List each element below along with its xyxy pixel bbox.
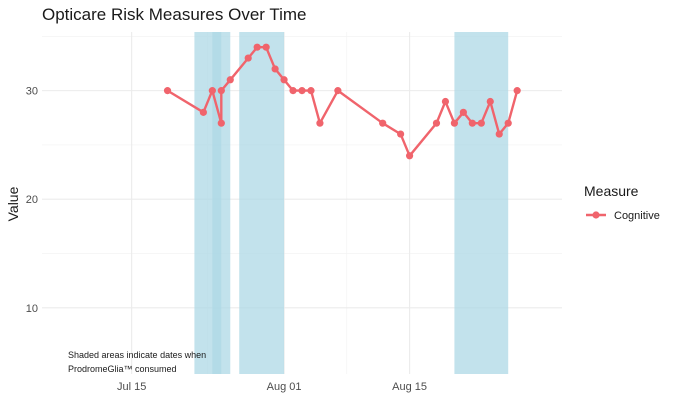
data-point xyxy=(307,87,315,95)
shaded-period xyxy=(212,32,231,374)
data-point xyxy=(504,119,512,127)
y-axis: 10 20 30 xyxy=(26,86,38,315)
data-point xyxy=(298,87,306,95)
chart-title: Opticare Risk Measures Over Time xyxy=(42,5,307,24)
data-point xyxy=(271,65,279,73)
data-point xyxy=(217,87,225,95)
annotation: Shaded areas indicate dates when Prodrom… xyxy=(68,350,206,374)
y-axis-title: Value xyxy=(5,186,21,221)
data-point xyxy=(163,87,172,95)
data-point xyxy=(226,76,234,84)
data-point xyxy=(459,108,467,116)
data-point xyxy=(513,87,521,95)
data-point xyxy=(280,76,288,84)
x-axis: Jul 15 Aug 01 Aug 15 xyxy=(117,381,427,393)
data-point xyxy=(244,54,252,62)
data-point xyxy=(334,87,342,95)
data-point xyxy=(397,130,405,138)
data-point xyxy=(199,108,207,116)
annotation-line-2: ProdromeGlia™ consumed xyxy=(68,364,177,374)
data-point xyxy=(253,43,261,51)
data-point xyxy=(405,152,414,160)
data-point xyxy=(468,119,476,127)
data-point xyxy=(441,97,450,106)
annotation-line-1: Shaded areas indicate dates when xyxy=(68,350,206,360)
legend-title: Measure xyxy=(584,183,639,199)
x-tick-label: Aug 15 xyxy=(392,381,427,393)
data-point xyxy=(289,87,297,95)
data-point xyxy=(486,97,494,106)
x-tick-label: Jul 15 xyxy=(117,381,146,393)
shaded-period xyxy=(239,32,285,374)
y-tick-label: 10 xyxy=(26,303,38,315)
y-tick-label: 20 xyxy=(26,194,38,206)
data-point xyxy=(450,119,459,127)
legend: Measure Cognitive xyxy=(584,183,660,222)
data-point xyxy=(316,119,324,127)
data-point xyxy=(432,119,441,127)
data-point xyxy=(208,87,216,95)
shaded-periods xyxy=(194,32,509,374)
x-tick-label: Aug 01 xyxy=(267,381,302,393)
series-layer xyxy=(163,43,521,160)
data-point xyxy=(495,130,503,138)
legend-key-point xyxy=(592,211,600,219)
y-tick-label: 30 xyxy=(26,86,38,98)
shaded-period xyxy=(454,32,509,374)
data-point xyxy=(477,119,485,127)
data-point xyxy=(262,43,270,51)
data-point xyxy=(379,119,387,127)
legend-label-cognitive: Cognitive xyxy=(614,210,660,222)
data-point xyxy=(217,119,225,127)
